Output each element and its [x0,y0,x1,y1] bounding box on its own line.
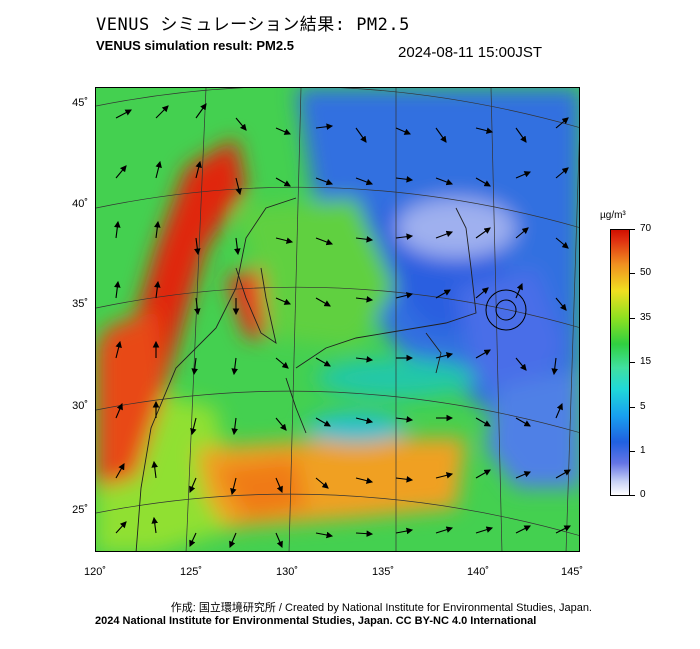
colorbar-tick [630,273,635,274]
pm25-map [95,87,580,552]
colorbar-tick [630,229,635,230]
pm25-concentration-field [96,88,579,551]
lat-label-30: 30˚ [72,400,88,412]
colorbar-label-35: 35 [640,312,652,323]
lon-label-140: 140˚ [466,566,490,578]
lat-label-40: 40˚ [72,198,88,210]
title-english: VENUS simulation result: PM2.5 [96,38,294,53]
colorbar-label-50: 50 [640,267,652,278]
pm25-colorbar [610,229,630,496]
title-japanese: VENUS シミュレーション結果: PM2.5 [96,15,410,35]
lon-label-125: 125˚ [179,566,203,578]
colorbar-unit: µg/m³ [600,210,626,221]
lon-label-135: 135˚ [371,566,395,578]
forecast-timestamp: 2024-08-11 15:00JST [398,44,542,61]
colorbar-label-0: 0 [640,489,646,500]
lon-label-130: 130˚ [275,566,299,578]
colorbar-tick [630,407,635,408]
colorbar-tick [630,451,635,452]
lat-label-45: 45˚ [72,97,88,109]
colorbar-label-15: 15 [640,356,652,367]
colorbar-label-5: 5 [640,401,646,412]
colorbar-label-70: 70 [640,223,652,234]
lat-label-35: 35˚ [72,298,88,310]
colorbar-label-1: 1 [640,445,646,456]
license-text: 2024 National Institute for Environmenta… [95,615,537,627]
lon-label-120: 120˚ [83,566,107,578]
lat-label-25: 25˚ [72,504,88,516]
colorbar-tick [630,362,635,363]
lon-label-145: 145˚ [560,566,584,578]
colorbar-tick [630,495,635,496]
colorbar-tick [630,318,635,319]
credit-text: 作成: 国立環境研究所 / Created by National Instit… [170,602,592,614]
